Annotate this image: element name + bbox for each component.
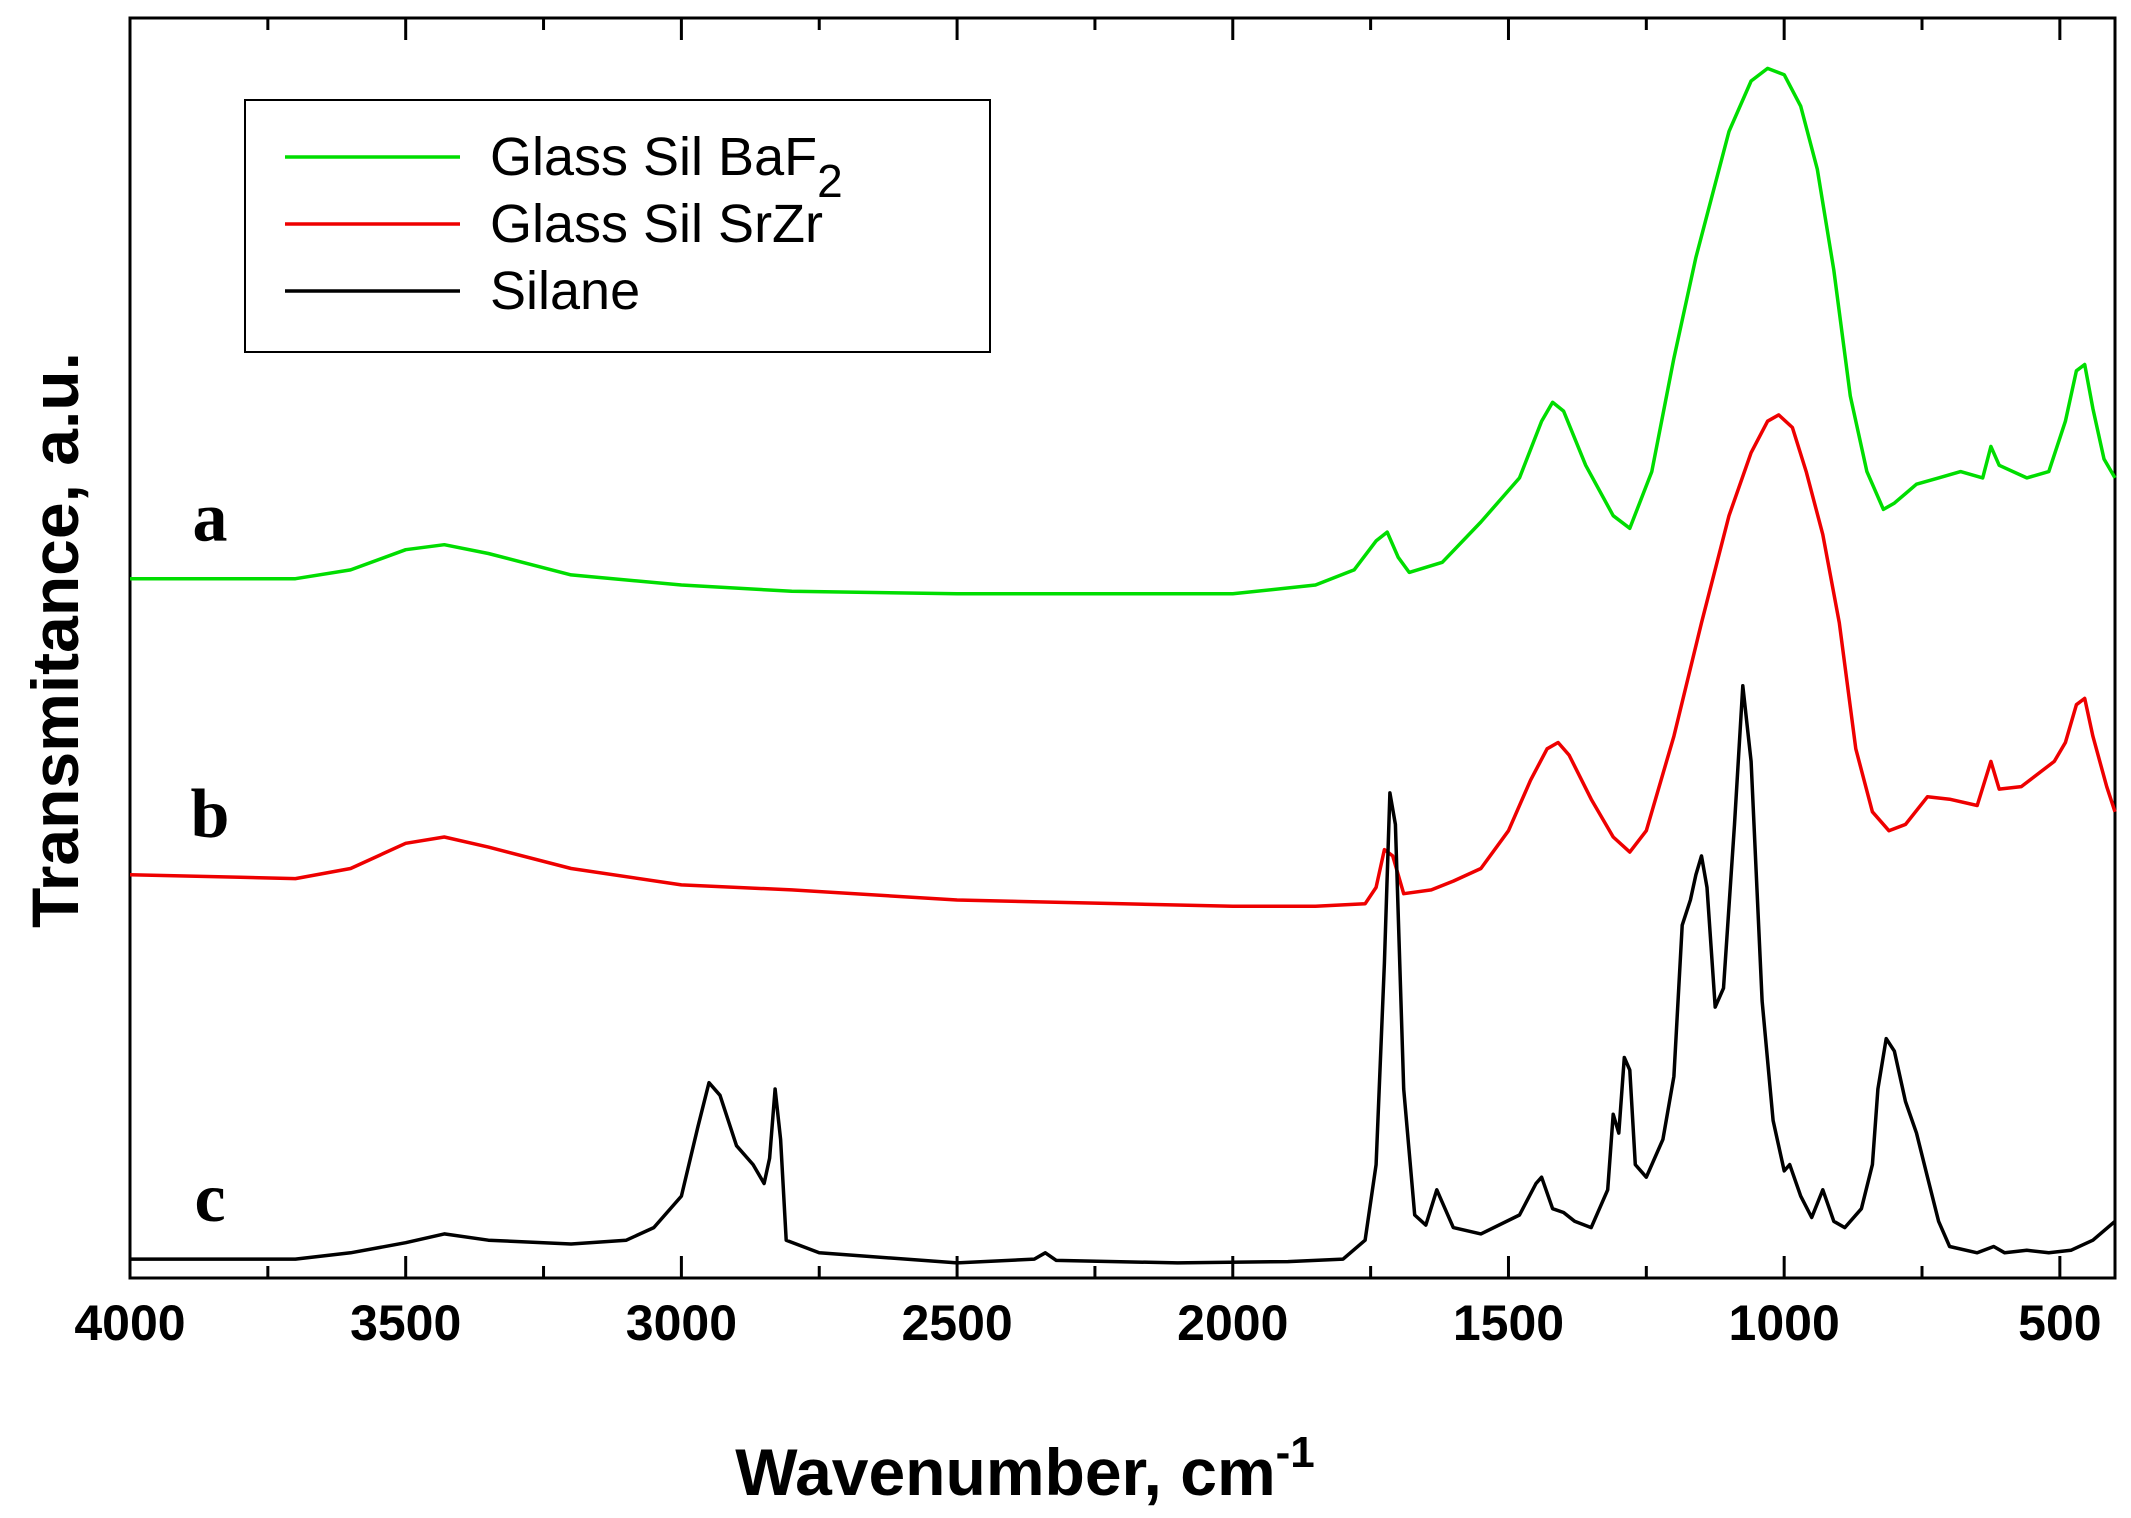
curve-label-b: b [191,776,230,853]
legend-label-a: Glass Sil BaF2 [490,127,843,207]
x-tick-label: 500 [2018,1295,2101,1351]
plot-frame [128,16,2117,1280]
x-axis-title-superscript: -1 [1276,1428,1315,1477]
x-tick-label: 1500 [1453,1295,1564,1351]
series-line-c [130,684,2117,1265]
legend-label-c: Silane [490,261,640,321]
legend-label-b: Glass Sil SrZr [490,194,823,254]
series-layer [129,66,2117,1265]
x-axis-title-main: Wavenumber, cm [735,1435,1275,1509]
x-tick-label: 2500 [901,1295,1012,1351]
y-axis-title: Transmitance, a.u. [18,352,92,928]
curve-labels: a b c [191,480,230,1237]
series-line-a [130,66,2117,596]
legend-box [244,99,991,353]
x-tick-label: 3000 [626,1295,737,1351]
curve-label-a: a [193,480,228,557]
x-tick-label: 2000 [1177,1295,1288,1351]
x-axis-title: Wavenumber, cm-1 [735,1428,1315,1509]
x-tick-label: 3500 [350,1295,461,1351]
curve-label-c: c [194,1160,225,1237]
x-tick-label: 4000 [74,1295,185,1351]
x-tick-label: 1000 [1729,1295,1840,1351]
series-line-b [129,413,2117,909]
x-axis-tick-labels: 4000 3500 3000 2500 2000 1500 1000 500 [74,1295,2101,1351]
x-axis-ticks [128,18,2062,1278]
